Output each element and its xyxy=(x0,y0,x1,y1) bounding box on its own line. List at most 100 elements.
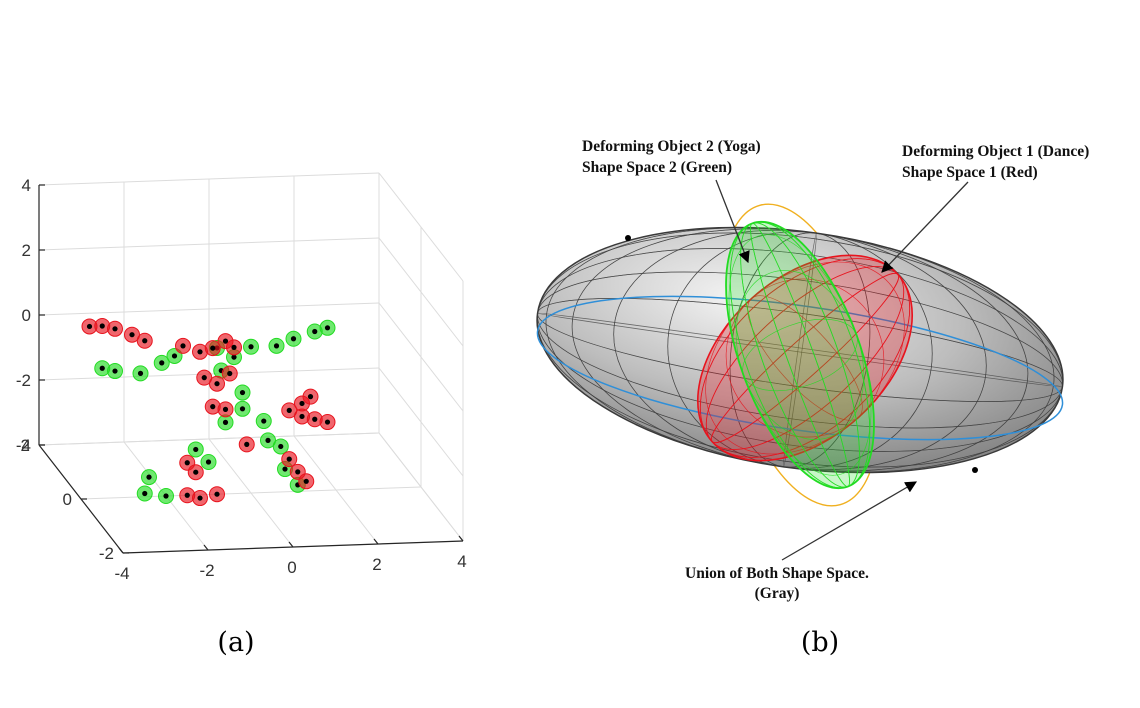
red-point-center xyxy=(222,338,229,344)
grid-line xyxy=(378,367,464,477)
green-point-center xyxy=(248,344,254,350)
red-point-center xyxy=(312,416,318,422)
green-point-center xyxy=(222,419,229,425)
red-point-center xyxy=(210,345,216,351)
axis-lines xyxy=(38,184,464,554)
green-point-center xyxy=(290,336,297,342)
z-tick-label: -2 xyxy=(16,371,31,390)
grid-line xyxy=(378,302,464,412)
grid-line xyxy=(38,432,380,446)
x-tick-label: -2 xyxy=(199,561,214,580)
green-point-center xyxy=(231,354,237,360)
caption-b: (b) xyxy=(801,627,839,658)
z-tick-label: 4 xyxy=(22,176,31,195)
red-point-center xyxy=(99,323,105,329)
green-point-center xyxy=(193,446,199,453)
shape-space-1-mesh-line xyxy=(705,261,905,455)
pole-marker-right xyxy=(972,467,978,473)
red-point-center xyxy=(307,394,314,400)
red-point-center xyxy=(286,407,292,413)
x-tick-mark xyxy=(118,547,124,554)
green-point-center xyxy=(265,437,271,443)
red-point-center xyxy=(112,326,118,332)
arrow-object-1 xyxy=(881,181,969,273)
shape-space-2-mesh-line xyxy=(729,221,871,489)
x-tick-label: 0 xyxy=(287,558,296,577)
x-tick-mark xyxy=(288,541,294,548)
z-tick-label: 0 xyxy=(22,306,31,325)
red-point-center xyxy=(244,441,250,447)
red-point-center xyxy=(86,323,93,330)
red-point-center xyxy=(214,491,220,497)
red-point-center xyxy=(299,400,305,407)
green-point-center xyxy=(261,418,267,424)
red-point-center xyxy=(184,492,190,498)
green-point-center xyxy=(239,389,246,396)
label-shape-space-2: Shape Space 2 (Green) xyxy=(582,159,732,176)
union-ellipsoid-mesh xyxy=(536,227,1064,473)
panel-b-shape-space-diagram: Deforming Object 2 (Yoga) Shape Space 2 … xyxy=(536,138,1089,602)
green-point-center xyxy=(324,325,331,331)
red-point-center xyxy=(299,413,305,420)
green-point-center xyxy=(282,466,288,472)
x-tick-mark xyxy=(458,535,464,542)
grid-line xyxy=(38,172,380,186)
green-point-center xyxy=(163,493,169,499)
y-tick-label: 2 xyxy=(21,436,30,455)
arrow-object-2 xyxy=(715,179,750,264)
red-point-center xyxy=(180,343,186,349)
green-point-center xyxy=(159,360,165,366)
grid-line xyxy=(378,237,464,347)
grid-lines xyxy=(38,172,464,554)
outline-ring-blue xyxy=(536,295,1064,441)
label-shape-space-1: Shape Space 1 (Red) xyxy=(902,164,1038,181)
red-point-center xyxy=(193,469,199,475)
label-object-1: Deforming Object 1 (Dance) xyxy=(902,143,1089,160)
x-tick-label: 4 xyxy=(457,552,466,571)
red-point-center xyxy=(324,419,331,425)
x-tick-mark xyxy=(373,538,379,545)
red-point-center xyxy=(222,406,229,412)
x-tick-label: -4 xyxy=(114,564,129,583)
green-point-center xyxy=(171,353,178,359)
green-point-center xyxy=(278,443,284,450)
green-point-center xyxy=(99,365,105,371)
green-point-center xyxy=(205,459,212,465)
green-point-center xyxy=(273,343,280,349)
z-tick-label: -4 xyxy=(16,436,31,455)
red-point-center xyxy=(286,456,292,462)
shape-space-2-mesh xyxy=(728,221,872,489)
label-object-2: Deforming Object 2 (Yoga) xyxy=(582,138,761,155)
red-point-center xyxy=(197,349,203,355)
z-tick-label: 2 xyxy=(22,241,31,260)
label-union-gray: (Gray) xyxy=(755,585,800,602)
red-point-center xyxy=(201,375,207,381)
x-tick-mark xyxy=(203,544,209,551)
shape-space-1-mesh-line xyxy=(699,258,911,458)
red-point-center xyxy=(303,478,309,484)
red-point-center xyxy=(227,370,233,377)
y-tick-label: 0 xyxy=(63,490,72,509)
grid-line xyxy=(80,486,422,500)
red-point-center xyxy=(142,338,148,344)
red-point-center xyxy=(295,469,301,475)
grid-line xyxy=(38,302,380,316)
mesh-meridian xyxy=(536,232,1064,468)
grid-line xyxy=(378,172,464,282)
green-point-center xyxy=(137,370,144,376)
green-point-center xyxy=(112,368,118,374)
pole-marker-left xyxy=(625,235,631,241)
red-point-center xyxy=(214,381,220,387)
y-tick-label: -2 xyxy=(99,544,114,563)
scatter-points xyxy=(81,318,336,507)
shape-space-2-mesh-line xyxy=(728,234,872,476)
green-point-center xyxy=(239,406,246,412)
red-point-center xyxy=(210,404,216,410)
red-point-center xyxy=(197,495,203,501)
caption-a: (a) xyxy=(217,627,254,658)
grid-line xyxy=(38,237,380,251)
x-tick-label: 2 xyxy=(372,555,381,574)
